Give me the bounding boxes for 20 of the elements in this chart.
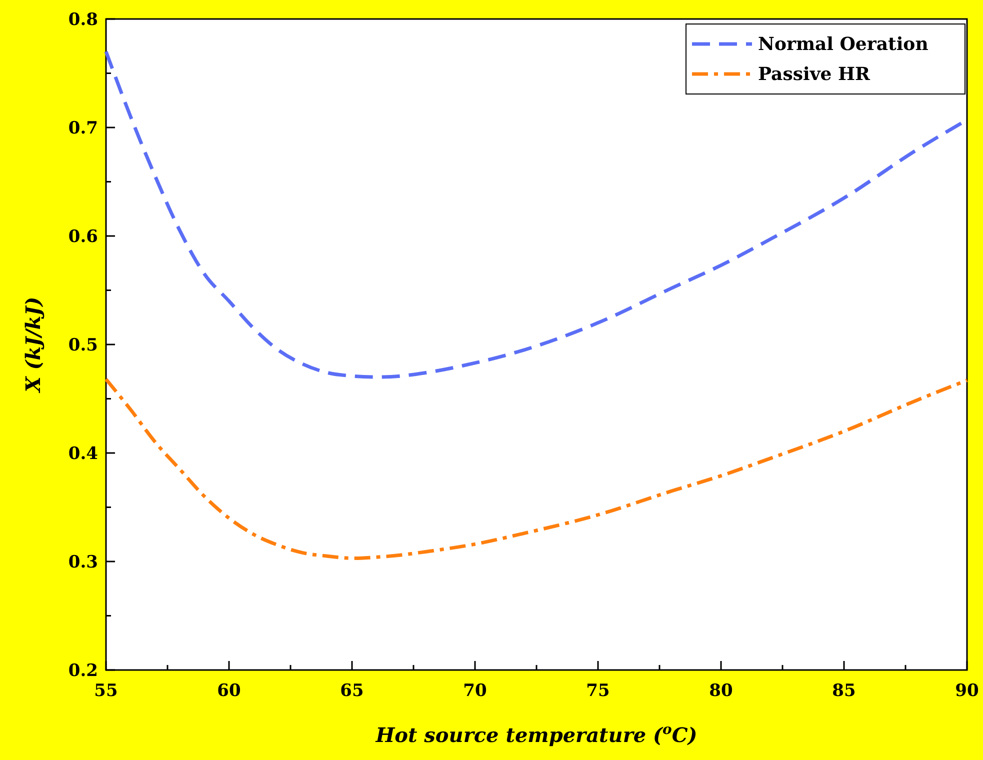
legend-label: Normal Oeration [758,34,928,55]
x-tick-label: 85 [832,681,856,701]
y-tick-label: 0.2 [68,661,98,681]
y-tick-label: 0.4 [68,444,98,464]
x-tick-label: 75 [586,681,610,701]
y-tick-label: 0.8 [68,10,98,30]
x-tick-label: 65 [340,681,364,701]
x-tick-label: 60 [217,681,241,701]
x-axis-title: Hot source temperature ($^{o}$C) [374,722,698,747]
line-series [104,377,969,560]
y-tick-label: 0.3 [68,552,98,572]
y-tick-label: 0.6 [68,227,98,247]
x-tick-label: 70 [463,681,487,701]
legend-label: Passive HR [758,64,872,85]
x-tick-label: 90 [955,681,979,701]
x-tick-label: 55 [94,681,118,701]
y-tick-label: 0.5 [68,336,98,356]
y-axis-title: X (kJ/kJ) [21,296,45,394]
y-tick-label: 0.7 [68,118,98,138]
x-tick-label: 80 [709,681,733,701]
